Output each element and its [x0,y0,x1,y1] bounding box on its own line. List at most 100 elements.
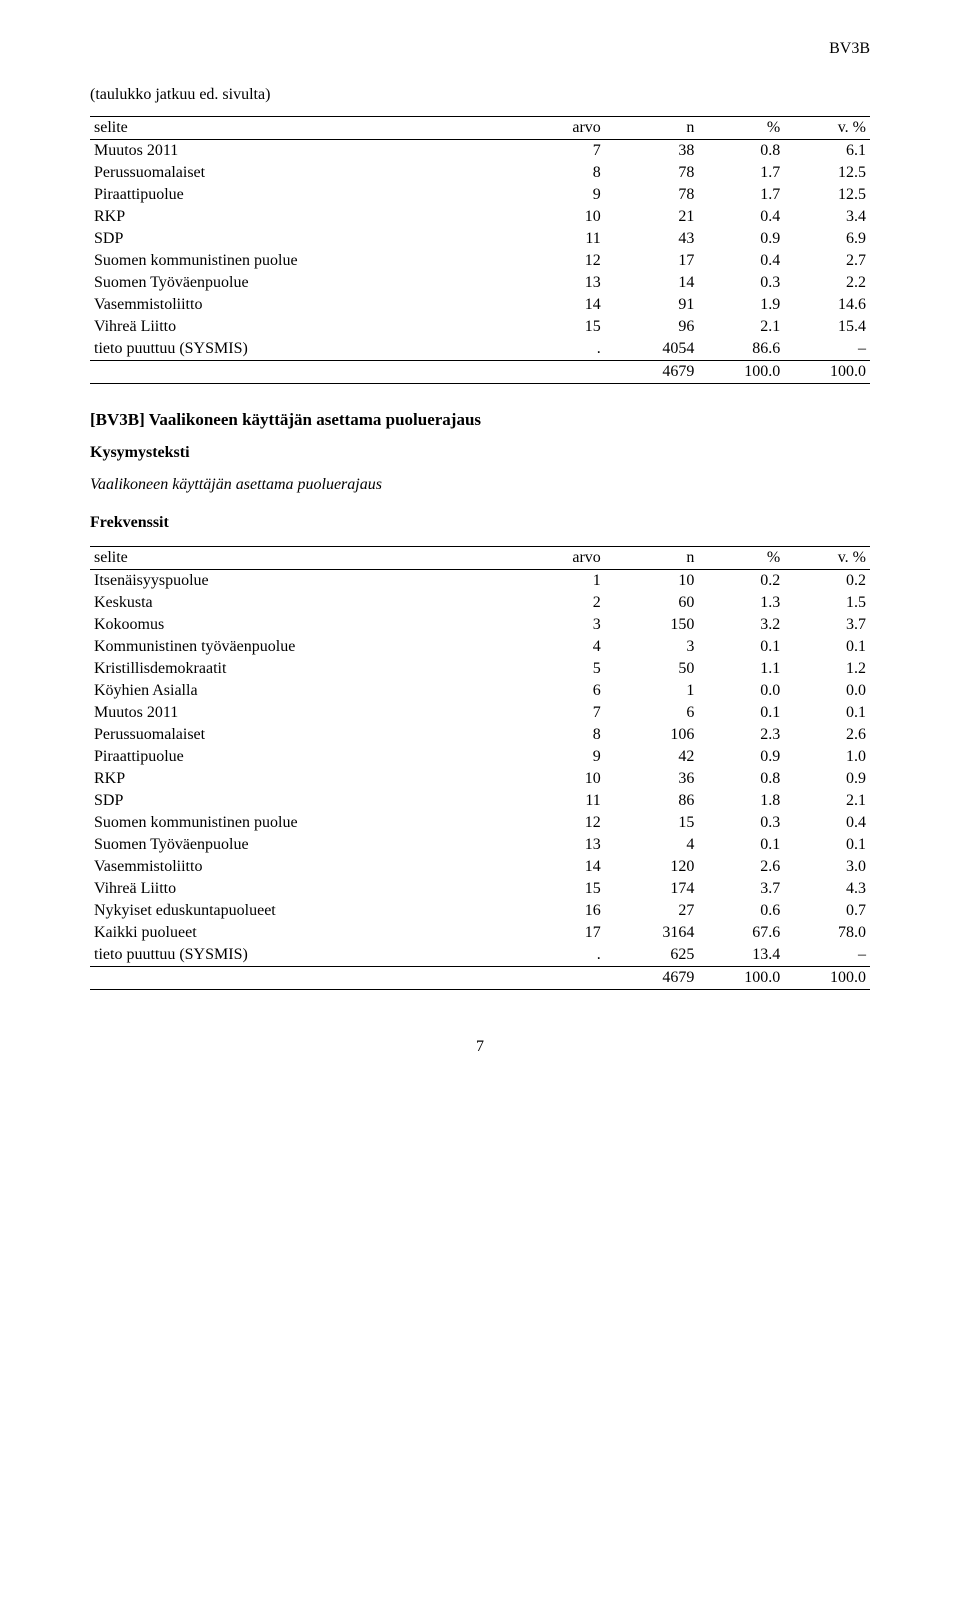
table-row: Vasemmistoliitto141202.63.0 [90,856,870,878]
cell-arvo: 11 [527,228,605,250]
cell-n: 96 [605,316,699,338]
table-row: RKP10210.43.4 [90,206,870,228]
continuation-note: (taulukko jatkuu ed. sivulta) [90,86,870,104]
page-number: 7 [90,1038,870,1056]
cell-vpct: 1.2 [784,658,870,680]
cell-pct: 100.0 [698,361,784,384]
cell-n: 17 [605,250,699,272]
table-row: Suomen kommunistinen puolue12170.42.7 [90,250,870,272]
table-row: Piraattipuolue9420.91.0 [90,746,870,768]
cell-pct: 1.7 [698,184,784,206]
cell-n: 14 [605,272,699,294]
cell-selite: Vihreä Liitto [90,878,527,900]
cell-arvo: 11 [527,790,605,812]
cell-pct: 0.1 [698,702,784,724]
table-row: Perussuomalaiset8781.712.5 [90,162,870,184]
cell-arvo: 8 [527,724,605,746]
cell-n: 15 [605,812,699,834]
cell-selite: Nykyiset eduskuntapuolueet [90,900,527,922]
cell-selite: RKP [90,206,527,228]
cell-n: 106 [605,724,699,746]
cell-selite: Perussuomalaiset [90,724,527,746]
cell-vpct: 0.1 [784,636,870,658]
cell-n: 86 [605,790,699,812]
cell-pct: 1.8 [698,790,784,812]
cell-vpct: 3.7 [784,614,870,636]
cell-pct: 0.2 [698,570,784,593]
cell-vpct: 0.1 [784,702,870,724]
cell-pct: 0.3 [698,812,784,834]
cell-selite: SDP [90,790,527,812]
table-row: RKP10360.80.9 [90,768,870,790]
cell-pct: 0.4 [698,206,784,228]
cell-selite: Kaikki puolueet [90,922,527,944]
cell-pct: 0.0 [698,680,784,702]
col-vpct: v. % [784,117,870,140]
cell-arvo: 7 [527,140,605,163]
table-row: Vihreä Liitto15962.115.4 [90,316,870,338]
table-row: Suomen Työväenpuolue13140.32.2 [90,272,870,294]
cell-pct: 0.9 [698,228,784,250]
cell-selite: Suomen kommunistinen puolue [90,812,527,834]
cell-n: 4679 [605,361,699,384]
cell-vpct: – [784,944,870,967]
cell-pct: 0.9 [698,746,784,768]
section-title: [BV3B] Vaalikoneen käyttäjän asettama pu… [90,410,870,430]
table-row: Keskusta2601.31.5 [90,592,870,614]
cell-n: 42 [605,746,699,768]
cell-pct: 3.7 [698,878,784,900]
cell-pct: 0.4 [698,250,784,272]
table-row: Kristillisdemokraatit5501.11.2 [90,658,870,680]
cell-vpct: 3.0 [784,856,870,878]
col-selite: selite [90,547,527,570]
cell-arvo [527,361,605,384]
cell-n: 3 [605,636,699,658]
cell-selite [90,967,527,990]
cell-arvo: 6 [527,680,605,702]
cell-selite: Vihreä Liitto [90,316,527,338]
cell-selite: Kokoomus [90,614,527,636]
cell-vpct: 100.0 [784,361,870,384]
cell-vpct: 0.2 [784,570,870,593]
cell-n: 4679 [605,967,699,990]
cell-n: 1 [605,680,699,702]
cell-vpct: 2.6 [784,724,870,746]
kysymys-label: Kysymysteksti [90,444,870,462]
kysymys-text: Vaalikoneen käyttäjän asettama puolueraj… [90,476,870,494]
cell-n: 78 [605,184,699,206]
table-total-row: 4679100.0100.0 [90,361,870,384]
col-selite: selite [90,117,527,140]
cell-arvo: 10 [527,768,605,790]
table-row: Piraattipuolue9781.712.5 [90,184,870,206]
cell-selite: SDP [90,228,527,250]
table-row: Köyhien Asialla610.00.0 [90,680,870,702]
cell-pct: 1.7 [698,162,784,184]
cell-selite: Suomen Työväenpuolue [90,834,527,856]
table-row: Vihreä Liitto151743.74.3 [90,878,870,900]
cell-n: 38 [605,140,699,163]
cell-arvo: 4 [527,636,605,658]
cell-arvo: . [527,338,605,361]
table-row: Perussuomalaiset81062.32.6 [90,724,870,746]
cell-n: 174 [605,878,699,900]
col-n: n [605,117,699,140]
cell-selite: tieto puuttuu (SYSMIS) [90,338,527,361]
cell-pct: 3.2 [698,614,784,636]
cell-vpct: 15.4 [784,316,870,338]
cell-arvo: 15 [527,316,605,338]
table-1: selite arvo n % v. % Muutos 20117380.86.… [90,116,870,384]
cell-vpct: 78.0 [784,922,870,944]
table-row: Itsenäisyyspuolue1100.20.2 [90,570,870,593]
table-row: Kaikki puolueet17316467.678.0 [90,922,870,944]
cell-n: 91 [605,294,699,316]
col-vpct: v. % [784,547,870,570]
cell-n: 6 [605,702,699,724]
cell-vpct: 0.7 [784,900,870,922]
cell-arvo: 7 [527,702,605,724]
cell-pct: 2.3 [698,724,784,746]
cell-n: 150 [605,614,699,636]
cell-vpct: 6.9 [784,228,870,250]
cell-vpct: 100.0 [784,967,870,990]
cell-n: 10 [605,570,699,593]
cell-n: 43 [605,228,699,250]
